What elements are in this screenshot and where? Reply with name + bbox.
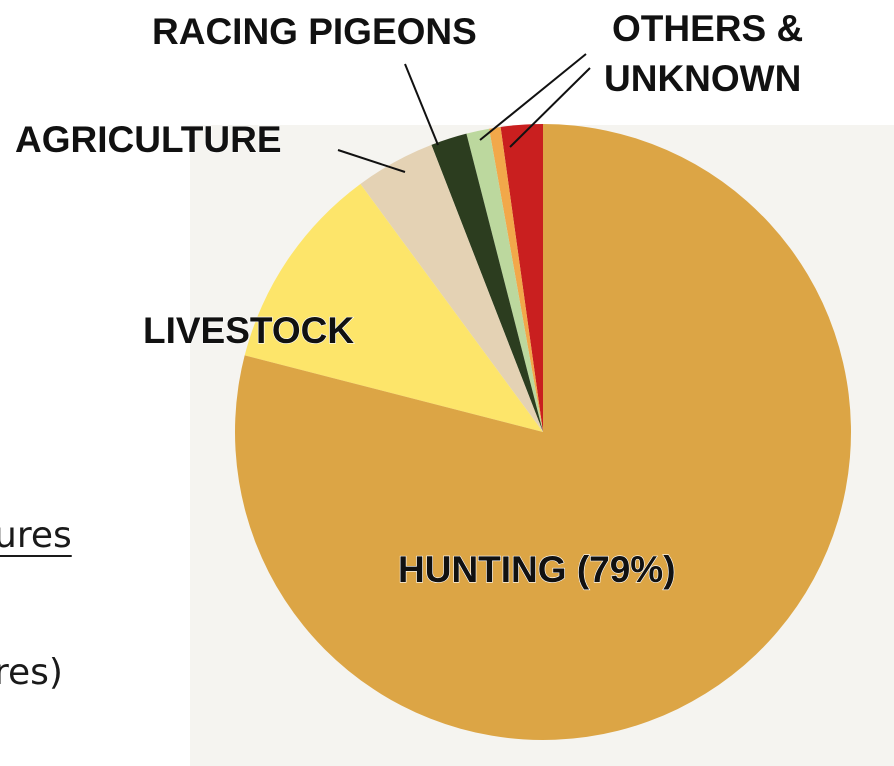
pie-slice-livestock <box>244 183 543 432</box>
pie-slices <box>235 124 852 740</box>
label-agriculture: AGRICULTURE <box>15 119 282 160</box>
leader-line-racing-pigeons <box>404 63 439 146</box>
leader-line-others-2 <box>509 67 591 148</box>
side-text-line-2: res) <box>0 652 63 693</box>
label-others-line-2: UNKNOWN <box>604 58 801 99</box>
label-hunting: HUNTING (79%) <box>398 549 676 590</box>
leader-line-agriculture <box>337 149 406 173</box>
pie-slice-others-unknown-orange <box>489 126 543 433</box>
label-livestock: LIVESTOCK <box>143 310 354 351</box>
pie-slice-others-unknown-red <box>500 124 543 432</box>
leader-line-others-1 <box>479 53 587 141</box>
label-others-line-1: OTHERS & <box>612 8 803 49</box>
pie-slice-racing-pigeons <box>431 133 543 432</box>
pie-slice-others-unknown-green <box>466 128 543 432</box>
label-racing-pigeons: RACING PIGEONS <box>152 11 477 52</box>
side-text-line-1: ures <box>0 515 72 556</box>
pie-slice-agriculture <box>360 144 543 432</box>
pie-slice-hunting <box>235 124 852 740</box>
leader-lines <box>337 53 591 173</box>
